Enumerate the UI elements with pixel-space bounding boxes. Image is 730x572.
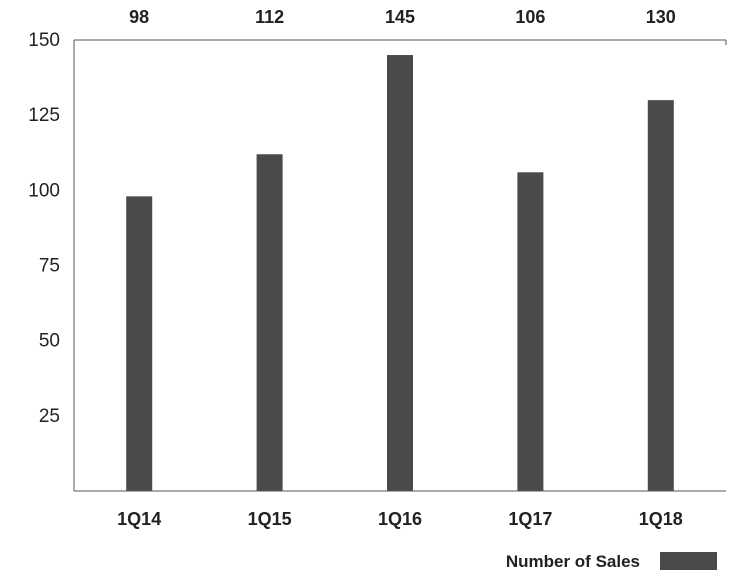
x-axis-labels: 1Q14 1Q15 1Q16 1Q17 1Q18: [117, 509, 683, 529]
x-tick-label: 1Q17: [508, 509, 552, 529]
bar-1Q18: [647, 100, 674, 491]
y-tick-label: 125: [28, 105, 60, 126]
y-axis-ticks: 25 50 75 100 125 150: [28, 30, 60, 427]
y-tick-label: 25: [39, 406, 60, 427]
data-label: 130: [646, 7, 676, 27]
legend-swatch: [660, 552, 717, 570]
data-label: 106: [515, 7, 545, 27]
bar-1Q14: [126, 196, 153, 491]
legend-label: Number of Sales: [506, 552, 640, 571]
y-tick-label: 75: [39, 256, 60, 277]
bar-1Q16: [387, 55, 413, 492]
y-tick-label: 150: [28, 30, 60, 51]
x-tick-label: 1Q16: [378, 509, 422, 529]
data-label: 112: [255, 7, 284, 27]
y-tick-label: 100: [28, 180, 60, 201]
data-label: 98: [129, 7, 149, 27]
bars-group: [126, 55, 674, 492]
x-tick-label: 1Q14: [117, 509, 161, 529]
bar-1Q15: [256, 154, 283, 491]
x-tick-label: 1Q15: [248, 509, 292, 529]
bar-1Q17: [517, 172, 544, 491]
data-label: 145: [385, 7, 415, 27]
x-tick-label: 1Q18: [639, 509, 683, 529]
legend: Number of Sales: [506, 552, 717, 571]
data-labels-group: 98 112 145 106 130: [129, 7, 676, 27]
y-tick-label: 50: [39, 331, 60, 352]
